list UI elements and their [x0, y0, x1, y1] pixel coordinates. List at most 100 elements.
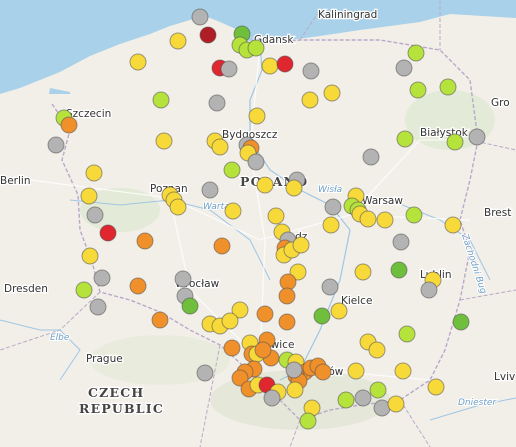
station-marker-grey[interactable] [373, 399, 391, 417]
city-label-kaliningrad: Kaliningrad [318, 9, 377, 21]
station-marker-grey[interactable] [191, 8, 209, 26]
station-marker-lime[interactable] [299, 412, 317, 430]
station-marker-yellow[interactable] [169, 32, 187, 50]
station-marker-lime[interactable] [407, 44, 425, 62]
station-marker-yellow[interactable] [292, 236, 310, 254]
station-marker-orange[interactable] [256, 305, 274, 323]
station-marker-yellow[interactable] [224, 202, 242, 220]
station-marker-yellow[interactable] [427, 378, 445, 396]
station-marker-yellow[interactable] [81, 247, 99, 265]
station-marker-grey[interactable] [247, 153, 265, 171]
station-marker-lime[interactable] [409, 81, 427, 99]
station-marker-yellow[interactable] [359, 210, 377, 228]
station-marker-orange[interactable] [231, 369, 249, 387]
station-marker-lime[interactable] [405, 206, 423, 224]
station-marker-grey[interactable] [420, 281, 438, 299]
station-marker-orange[interactable] [60, 116, 78, 134]
river-label-elbe: Elbe [50, 333, 70, 343]
station-marker-grey[interactable] [220, 60, 238, 78]
city-label-prague: Prague [86, 353, 123, 365]
station-marker-orange[interactable] [254, 341, 272, 359]
station-marker-grey[interactable] [208, 94, 226, 112]
city-label-lviv: Lviv [494, 371, 515, 383]
station-marker-lime[interactable] [396, 130, 414, 148]
station-marker-orange[interactable] [151, 311, 169, 329]
station-marker-yellow[interactable] [286, 381, 304, 399]
dniester-river [429, 397, 516, 421]
station-marker-grey[interactable] [196, 364, 214, 382]
station-marker-grey[interactable] [302, 62, 320, 80]
station-marker-orange[interactable] [278, 313, 296, 331]
station-marker-darkred[interactable] [199, 26, 217, 44]
station-marker-grey[interactable] [174, 270, 192, 288]
station-marker-orange[interactable] [314, 363, 332, 381]
station-marker-lime[interactable] [398, 325, 416, 343]
station-marker-lime[interactable] [152, 91, 170, 109]
station-marker-lime[interactable] [446, 133, 464, 151]
station-marker-grey[interactable] [395, 59, 413, 77]
station-marker-orange[interactable] [223, 339, 241, 357]
station-marker-grey[interactable] [324, 198, 342, 216]
station-marker-green[interactable] [181, 297, 199, 315]
station-marker-yellow[interactable] [169, 198, 187, 216]
station-marker-yellow[interactable] [80, 187, 98, 205]
station-marker-orange[interactable] [213, 237, 231, 255]
station-marker-red[interactable] [276, 55, 294, 73]
station-marker-red[interactable] [99, 224, 117, 242]
station-marker-green[interactable] [452, 313, 470, 331]
station-marker-yellow[interactable] [85, 164, 103, 182]
station-marker-yellow[interactable] [322, 216, 340, 234]
station-marker-yellow[interactable] [248, 107, 266, 125]
station-marker-grey[interactable] [93, 269, 111, 287]
station-marker-yellow[interactable] [267, 207, 285, 225]
station-marker-green[interactable] [390, 261, 408, 279]
station-marker-orange[interactable] [278, 287, 296, 305]
station-marker-orange[interactable] [136, 232, 154, 250]
station-marker-yellow[interactable] [261, 57, 279, 75]
station-marker-yellow[interactable] [129, 53, 147, 71]
station-marker-lime[interactable] [247, 39, 265, 57]
city-label-kielce: Kielce [341, 295, 372, 307]
elbe-river [0, 319, 81, 381]
station-marker-yellow[interactable] [301, 91, 319, 109]
station-marker-grey[interactable] [263, 389, 281, 407]
station-marker-yellow[interactable] [323, 84, 341, 102]
station-marker-yellow[interactable] [285, 179, 303, 197]
station-marker-yellow[interactable] [376, 211, 394, 229]
station-marker-yellow[interactable] [231, 301, 249, 319]
station-marker-grey[interactable] [354, 389, 372, 407]
station-marker-yellow[interactable] [387, 395, 405, 413]
station-marker-yellow[interactable] [394, 362, 412, 380]
station-marker-grey[interactable] [86, 206, 104, 224]
station-marker-yellow[interactable] [330, 302, 348, 320]
station-marker-yellow[interactable] [444, 216, 462, 234]
station-marker-yellow[interactable] [354, 263, 372, 281]
station-marker-lime[interactable] [223, 161, 241, 179]
station-marker-grey[interactable] [321, 278, 339, 296]
station-marker-orange[interactable] [129, 277, 147, 295]
station-marker-yellow[interactable] [347, 362, 365, 380]
station-marker-yellow[interactable] [155, 132, 173, 150]
city-label-bydgoszcz: Bydgoszcz [222, 129, 278, 141]
station-marker-lime[interactable] [369, 381, 387, 399]
station-marker-green[interactable] [313, 307, 331, 325]
station-marker-grey[interactable] [468, 128, 486, 146]
station-marker-yellow[interactable] [211, 138, 229, 156]
station-marker-yellow[interactable] [221, 312, 239, 330]
station-marker-yellow[interactable] [256, 176, 274, 194]
station-marker-grey[interactable] [89, 298, 107, 316]
station-marker-grey[interactable] [392, 233, 410, 251]
station-marker-lime[interactable] [75, 281, 93, 299]
station-marker-grey[interactable] [201, 181, 219, 199]
station-marker-grey[interactable] [47, 136, 65, 154]
station-marker-lime[interactable] [337, 391, 355, 409]
station-marker-grey[interactable] [362, 148, 380, 166]
city-label-gdansk: Gdansk [254, 34, 294, 46]
baltic-sea [0, 0, 516, 94]
station-marker-yellow[interactable] [368, 341, 386, 359]
station-marker-lime[interactable] [439, 78, 457, 96]
station-marker-grey[interactable] [285, 361, 303, 379]
